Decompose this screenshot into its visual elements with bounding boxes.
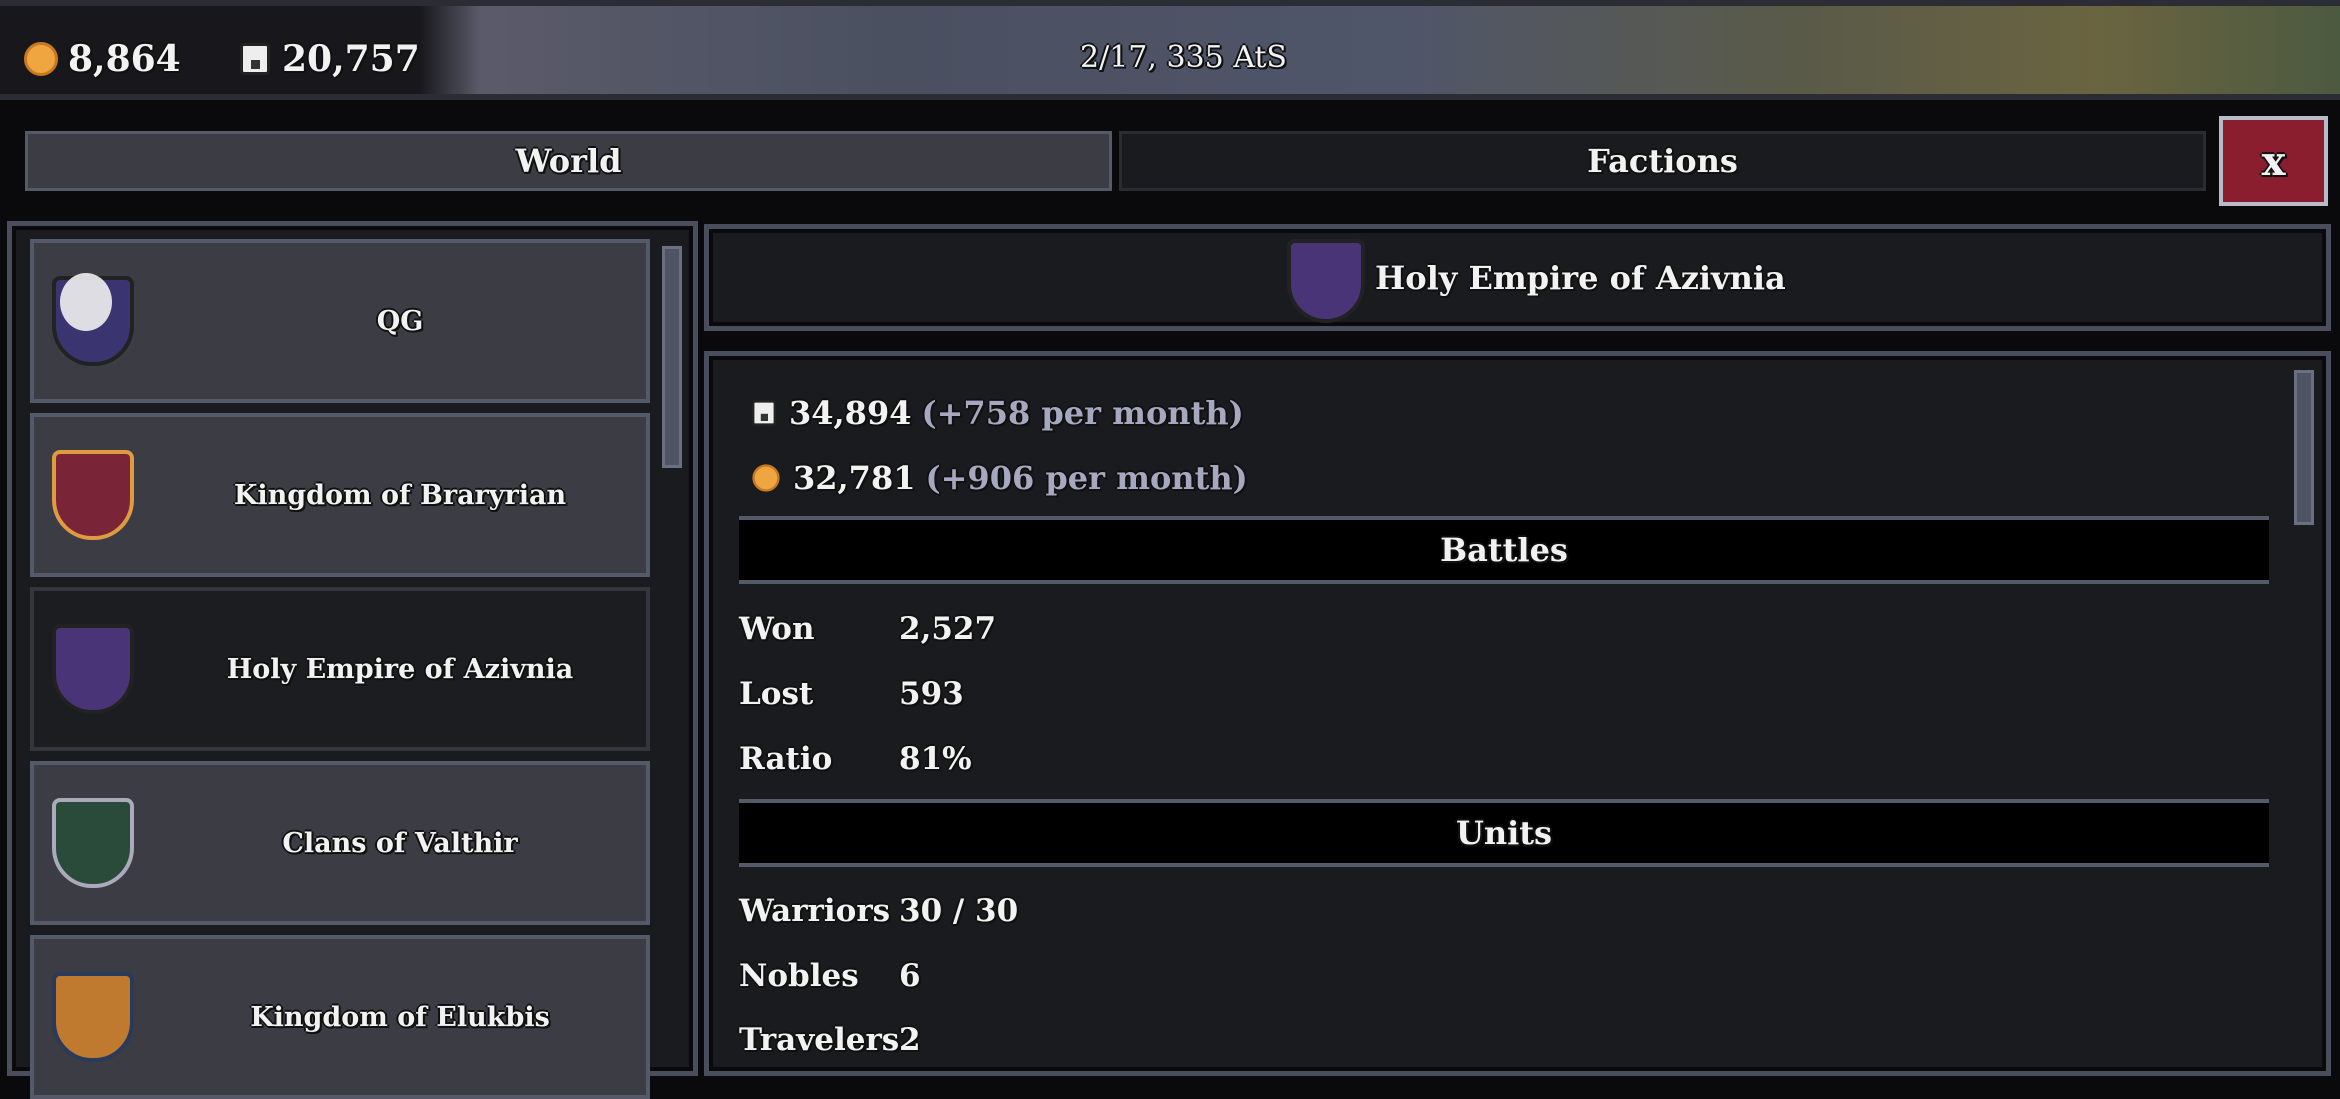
battles-section-header: Battles (739, 516, 2269, 584)
stat-value: 81% (899, 741, 972, 777)
stat-value: 2 (899, 1022, 921, 1058)
stat-row-nobles: Nobles 6 (739, 958, 921, 994)
list-scrollbar[interactable] (662, 246, 682, 468)
manpower-value: 34,894 (789, 394, 912, 432)
stat-row-warriors: Warriors 30 / 30 (739, 893, 1018, 929)
gold-counter: 8,864 (24, 38, 181, 80)
manpower-amount: 20,757 (282, 38, 420, 80)
gold-stat: 32,781 (+906 per month) (749, 459, 1248, 497)
faction-emblem-icon (1287, 239, 1365, 323)
faction-title: Holy Empire of Azivnia (1375, 259, 1786, 297)
fist-icon (240, 43, 270, 75)
stat-value: 6 (899, 958, 921, 994)
details-scrollbar[interactable] (2294, 370, 2314, 525)
top-resource-bar: 8,864 20,757 2/17, 335 AtS (0, 0, 2340, 100)
faction-name: QG (376, 305, 424, 337)
stat-value: 30 / 30 (899, 893, 1019, 929)
manpower-stat: 34,894 (+758 per month) (749, 394, 1244, 432)
faction-item-braryrian[interactable]: Kingdom of Braryrian (30, 413, 650, 577)
gold-coin-icon (752, 464, 780, 492)
faction-list: QG Kingdom of Braryrian Holy Empire of A… (7, 221, 698, 1099)
gold-value: 32,781 (793, 459, 916, 497)
faction-emblem-icon (52, 624, 134, 714)
stat-row-ratio: Ratio 81% (739, 741, 972, 777)
faction-emblem-icon (52, 450, 134, 540)
stat-value: 593 (899, 676, 964, 712)
faction-emblem-icon (52, 798, 134, 888)
manpower-rate: (+758 per month) (921, 394, 1244, 432)
faction-item-elukbis[interactable]: Kingdom of Elukbis (30, 935, 650, 1099)
faction-item-valthir[interactable]: Clans of Valthir (30, 761, 650, 925)
faction-item-qg[interactable]: QG (30, 239, 650, 403)
stat-label: Travelers (739, 1022, 900, 1058)
stat-label: Nobles (739, 958, 859, 994)
faction-name: Kingdom of Braryrian (233, 479, 567, 511)
faction-header: Holy Empire of Azivnia (704, 224, 2331, 331)
stat-label: Ratio (739, 741, 833, 777)
gold-coin-icon (24, 42, 58, 76)
stat-label: Won (739, 611, 815, 647)
faction-name: Kingdom of Elukbis (250, 1001, 550, 1033)
fist-icon (752, 400, 776, 426)
stat-label: Warriors (739, 893, 891, 929)
stat-row-won: Won 2,527 (739, 611, 996, 647)
tab-factions[interactable]: Factions (1119, 131, 2206, 191)
faction-name: Holy Empire of Azivnia (226, 653, 574, 685)
gold-rate: (+906 per month) (925, 459, 1248, 497)
faction-item-azivnia[interactable]: Holy Empire of Azivnia (30, 587, 650, 751)
faction-name: Clans of Valthir (282, 827, 518, 859)
tab-world[interactable]: World (25, 131, 1112, 191)
stat-row-lost: Lost 593 (739, 676, 964, 712)
faction-emblem-icon (52, 972, 134, 1062)
units-section-header: Units (739, 799, 2269, 867)
gold-amount: 8,864 (68, 38, 181, 80)
faction-details: 34,894 (+758 per month) 32,781 (+906 per m… (704, 351, 2331, 1076)
stat-value: 2,527 (899, 611, 997, 647)
game-date: 2/17, 335 AtS (1080, 40, 1287, 75)
close-button[interactable]: x (2219, 116, 2328, 206)
touch-indicator (60, 273, 112, 331)
stat-row-travelers: Travelers 2 (739, 1022, 921, 1058)
manpower-counter: 20,757 (240, 38, 420, 80)
stat-label: Lost (739, 676, 814, 712)
